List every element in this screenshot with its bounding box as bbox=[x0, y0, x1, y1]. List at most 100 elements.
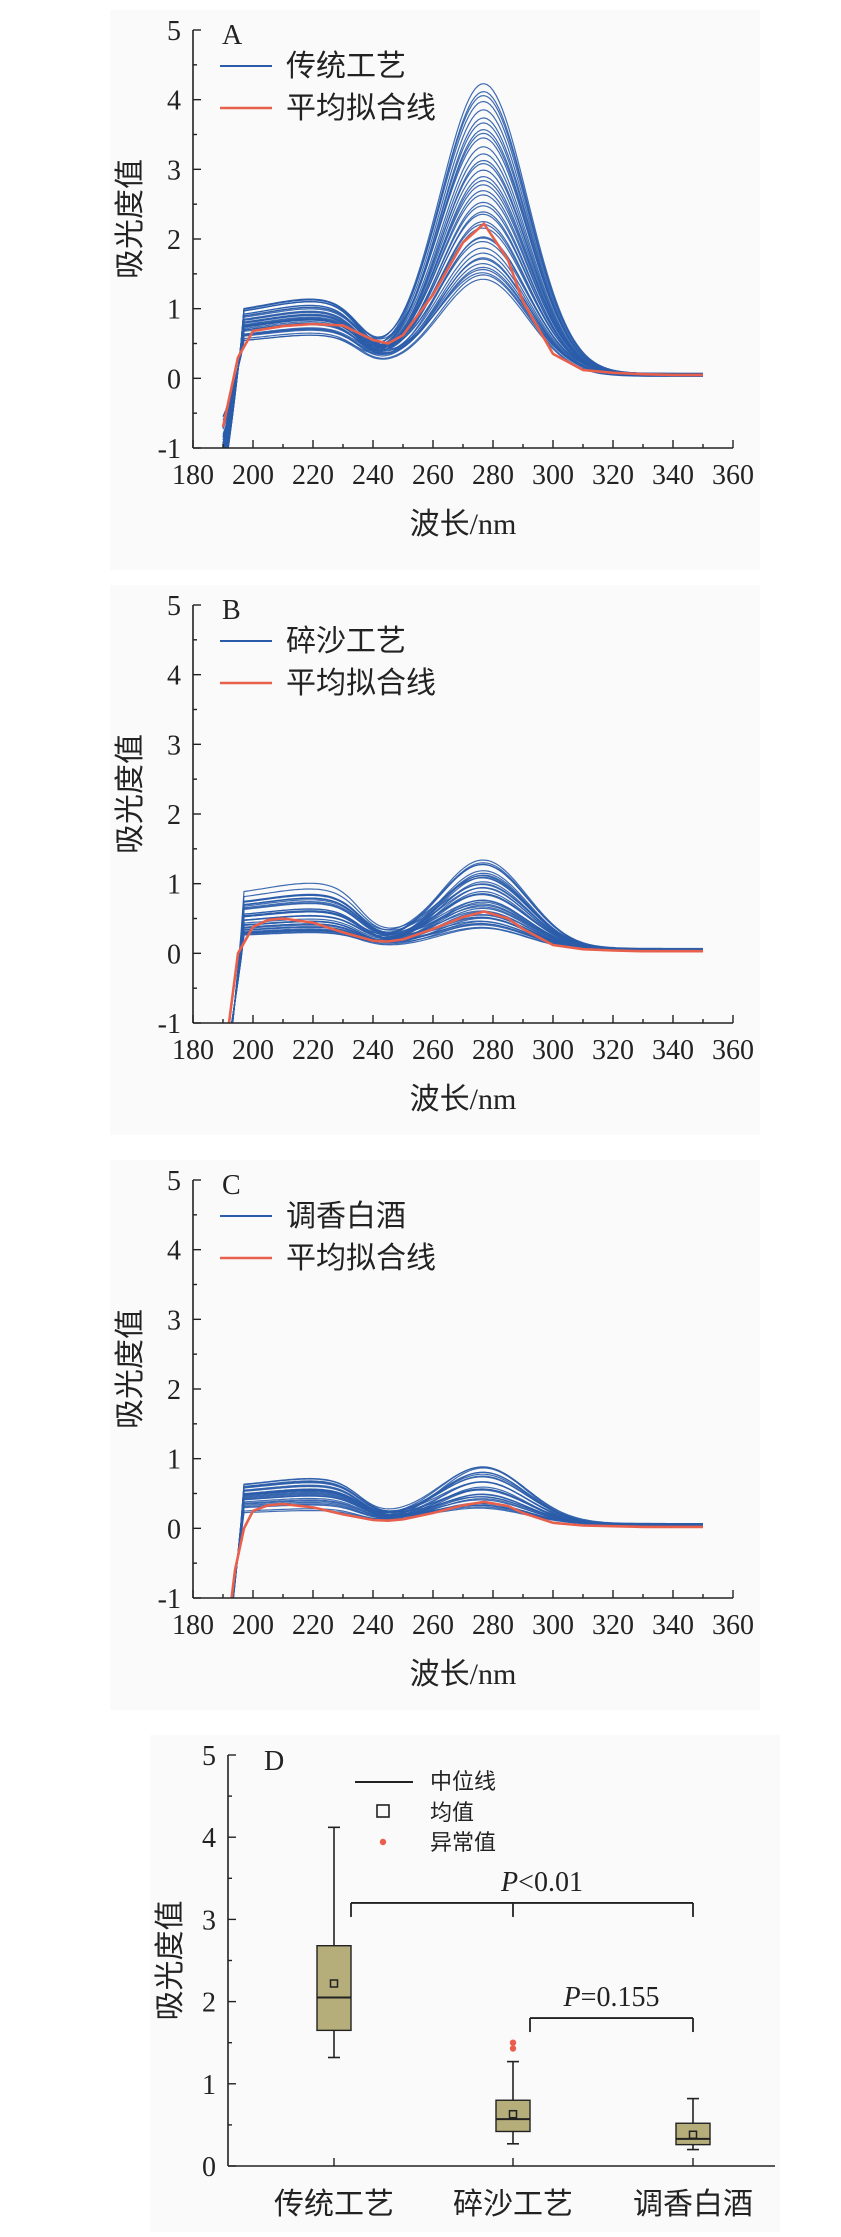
y-tick-label: 3 bbox=[167, 155, 181, 186]
x-category-label: 传统工艺 bbox=[274, 2188, 394, 2221]
sample-spectrum-line bbox=[232, 1466, 703, 1598]
mean-fit-line bbox=[221, 222, 703, 428]
x-tick-label: 360 bbox=[712, 1035, 754, 1066]
y-axis-title: 吸光度值 bbox=[154, 1901, 187, 2021]
x-tick-label: 220 bbox=[292, 1035, 334, 1066]
y-tick-label: 4 bbox=[167, 1236, 181, 1267]
y-tick-label: 5 bbox=[202, 1741, 216, 1772]
y-tick-label: -1 bbox=[158, 1009, 181, 1040]
x-axis-title: 波长/nm bbox=[410, 1083, 517, 1116]
y-tick-label: 1 bbox=[167, 870, 181, 901]
y-tick-label: 2 bbox=[167, 800, 181, 831]
legend-label-mean: 平均拟合线 bbox=[286, 92, 436, 125]
p-value-label: P<0.01 bbox=[500, 1867, 583, 1898]
x-tick-label: 300 bbox=[532, 1035, 574, 1066]
panel-background bbox=[110, 1160, 760, 1710]
p-symbol: P bbox=[500, 1867, 518, 1898]
box-iqr bbox=[495, 2099, 531, 2133]
spectra-lines bbox=[230, 1466, 703, 1598]
legend-label-samples: 传统工艺 bbox=[286, 50, 406, 83]
x-tick-label: 280 bbox=[472, 1035, 514, 1066]
p-value-label: P=0.155 bbox=[563, 1982, 660, 2013]
sample-spectrum-line bbox=[231, 1471, 703, 1598]
panel-background bbox=[150, 1735, 780, 2232]
legend-label-mean: 平均拟合线 bbox=[286, 667, 436, 700]
y-tick-label: 4 bbox=[202, 1823, 216, 1854]
significance-bracket: P<0.01 bbox=[350, 1867, 694, 1917]
y-tick-label: 2 bbox=[202, 1988, 216, 2019]
y-tick-label: 5 bbox=[167, 591, 181, 622]
panel-label: D bbox=[264, 1746, 284, 1777]
panel-label: B bbox=[222, 595, 241, 626]
x-axis-title: 波长/nm bbox=[410, 508, 517, 541]
legend-swatch-outlier bbox=[379, 1838, 387, 1846]
x-tick-label: 200 bbox=[232, 1610, 274, 1641]
spectra-lines bbox=[221, 83, 703, 448]
x-tick-label: 240 bbox=[352, 1035, 394, 1066]
x-tick-label: 360 bbox=[712, 460, 754, 491]
x-tick-label: 180 bbox=[172, 1610, 214, 1641]
x-tick-label: 200 bbox=[232, 1035, 274, 1066]
x-tick-label: 280 bbox=[472, 460, 514, 491]
x-tick-label: 260 bbox=[412, 1035, 454, 1066]
x-tick-label: 300 bbox=[532, 1610, 574, 1641]
outlier-point bbox=[509, 2039, 517, 2046]
y-tick-label: 2 bbox=[167, 1375, 181, 1406]
x-tick-label: 200 bbox=[232, 460, 274, 491]
y-tick-label: 1 bbox=[167, 295, 181, 326]
sample-spectrum-line bbox=[231, 859, 703, 1023]
panel-background bbox=[110, 585, 760, 1135]
y-axis-title: 吸光度值 bbox=[114, 159, 147, 279]
x-tick-label: 260 bbox=[412, 1610, 454, 1641]
legend-label-mean: 平均拟合线 bbox=[286, 1242, 436, 1275]
y-tick-label: 0 bbox=[167, 1514, 181, 1545]
y-tick-label: 5 bbox=[167, 1166, 181, 1197]
y-tick-label: -1 bbox=[158, 434, 181, 465]
legend-label-samples: 调香白酒 bbox=[286, 1200, 406, 1233]
box-group bbox=[316, 1826, 352, 2059]
spectra-panel-a: -1 0 1 2 3 4 5 180 200 220 240 260 280 300 320 340 360 波长… bbox=[110, 10, 760, 570]
y-tick-label: -1 bbox=[158, 1584, 181, 1615]
significance-bracket: P=0.155 bbox=[529, 1982, 694, 2033]
spectra-panel-b: -1 0 1 2 3 4 5 180 200 220 240 260 280 300 320 340 360 波长… bbox=[110, 585, 760, 1135]
x-tick-label: 220 bbox=[292, 1610, 334, 1641]
y-tick-label: 5 bbox=[167, 16, 181, 47]
y-axis-title: 吸光度值 bbox=[114, 734, 147, 854]
legend-label-median: 中位线 bbox=[430, 1769, 496, 1794]
spectra-lines bbox=[227, 859, 703, 1023]
p-value: =0.155 bbox=[581, 1982, 660, 2013]
x-tick-label: 260 bbox=[412, 460, 454, 491]
mean-fit-line bbox=[230, 1500, 703, 1598]
x-tick-label: 360 bbox=[712, 1610, 754, 1641]
x-axis-title: 波长/nm bbox=[410, 1658, 517, 1691]
mean-marker bbox=[329, 1979, 339, 1988]
x-tick-label: 320 bbox=[592, 1610, 634, 1641]
x-tick-label: 220 bbox=[292, 460, 334, 491]
legend-label-outlier: 异常值 bbox=[430, 1830, 496, 1855]
y-tick-label: 3 bbox=[167, 730, 181, 761]
box-iqr bbox=[675, 2122, 711, 2146]
mean-marker bbox=[508, 2109, 518, 2119]
x-tick-label: 320 bbox=[592, 1035, 634, 1066]
y-tick-label: 3 bbox=[167, 1305, 181, 1336]
p-symbol: P bbox=[563, 1982, 581, 2013]
box-iqr bbox=[316, 1945, 352, 2032]
x-category-label: 调香白酒 bbox=[633, 2188, 753, 2221]
mean-fit-line bbox=[227, 910, 703, 1023]
x-tick-label: 320 bbox=[592, 460, 634, 491]
spectra-panel-c: -1 0 1 2 3 4 5 180 200 220 240 260 280 300 320 340 360 波长… bbox=[110, 1160, 760, 1710]
panel-label: C bbox=[222, 1170, 241, 1201]
mean-marker bbox=[688, 2130, 698, 2140]
y-tick-label: 3 bbox=[202, 1905, 216, 1936]
x-tick-label: 300 bbox=[532, 460, 574, 491]
x-category-label: 碎沙工艺 bbox=[453, 2188, 573, 2221]
y-axis-title: 吸光度值 bbox=[114, 1309, 147, 1429]
box-group bbox=[495, 2039, 531, 2145]
x-tick-label: 240 bbox=[352, 1610, 394, 1641]
